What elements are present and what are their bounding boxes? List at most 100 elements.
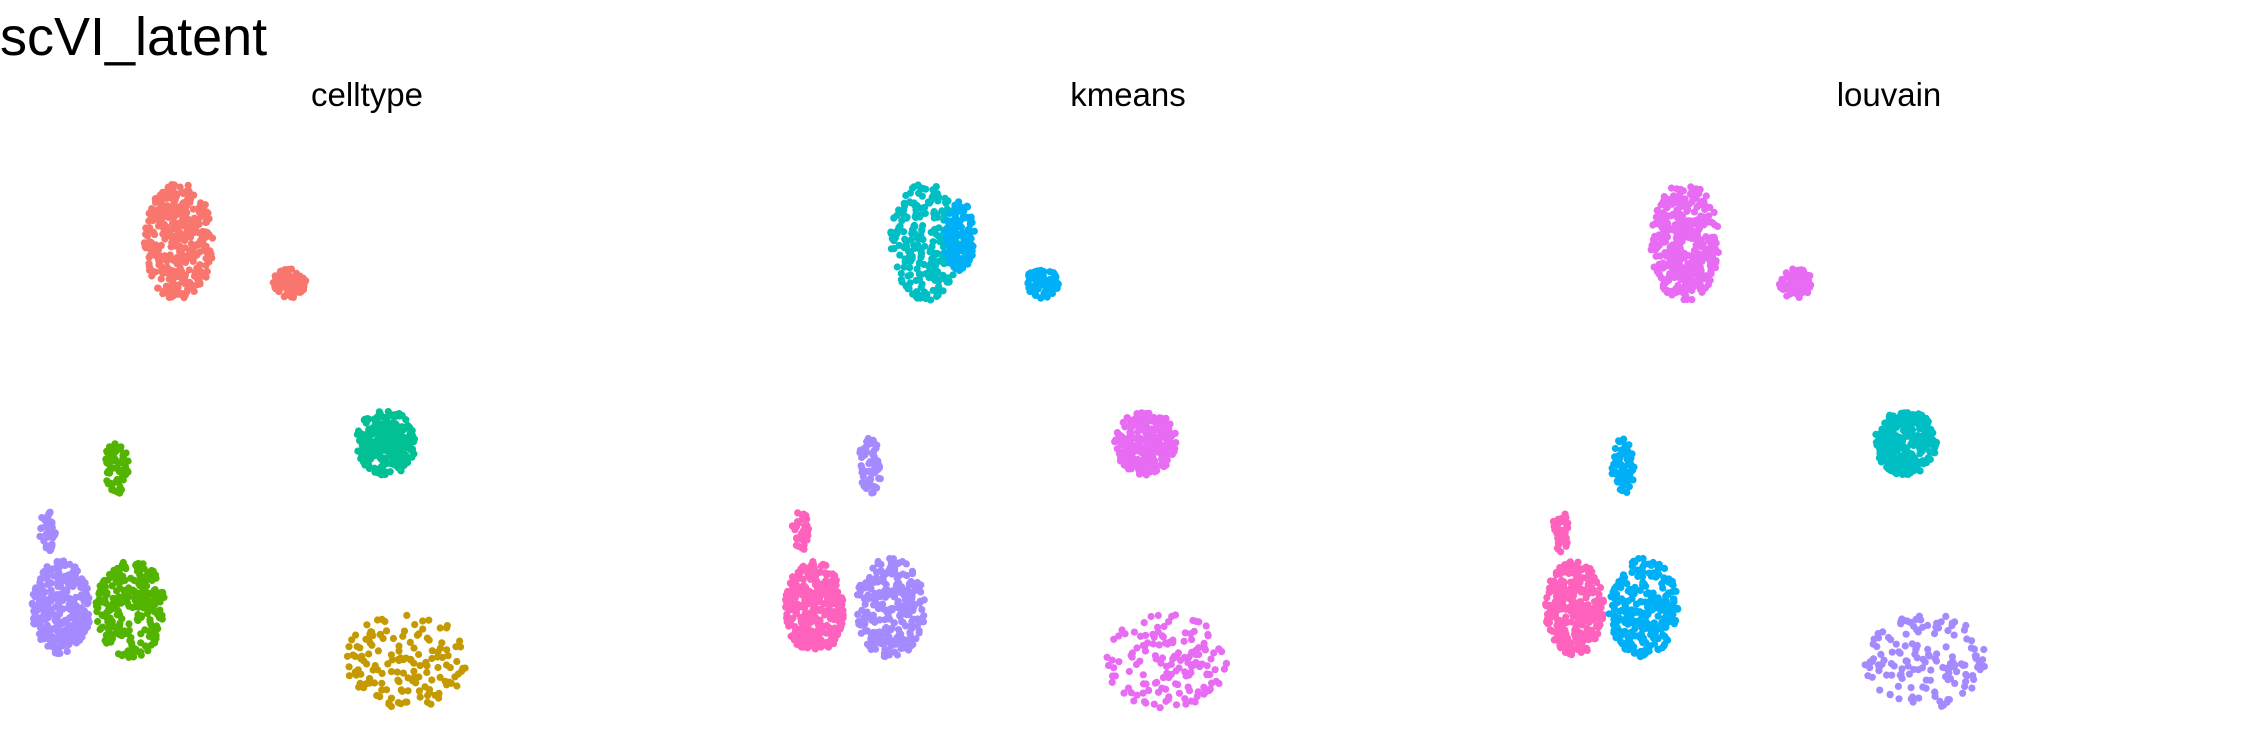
scatter-point xyxy=(1667,580,1675,588)
scatter-point xyxy=(932,259,940,268)
scatter-point xyxy=(298,276,306,284)
scatter-point xyxy=(1562,613,1570,621)
scatter-point xyxy=(1141,698,1149,706)
scatter-point xyxy=(1165,618,1173,626)
scatter-point xyxy=(40,610,48,619)
scatter-point xyxy=(124,457,132,465)
scatter-point xyxy=(1688,187,1696,195)
scatter-point xyxy=(171,203,179,211)
scatter-point xyxy=(1677,237,1685,245)
scatter-point xyxy=(1663,287,1671,295)
scatter-point xyxy=(906,628,914,637)
scatter-point xyxy=(73,567,81,575)
scatter-point xyxy=(1675,217,1683,226)
scatter-point xyxy=(902,560,910,568)
scatter-point xyxy=(1045,284,1053,292)
scatter-point xyxy=(148,212,156,220)
scatter-point xyxy=(1555,540,1563,549)
scatter-point xyxy=(933,213,942,221)
scatter-point xyxy=(913,288,921,296)
scatter-point xyxy=(783,596,791,604)
scatter-point xyxy=(1886,690,1894,698)
scatter-point xyxy=(99,598,107,606)
scatter-point xyxy=(1110,635,1118,643)
scatter-point xyxy=(370,464,379,472)
scatter-point xyxy=(1654,207,1662,215)
scatter-point xyxy=(1542,602,1550,610)
scatter-point xyxy=(1677,246,1685,254)
scatter-point xyxy=(103,447,111,455)
scatter-point xyxy=(896,251,904,259)
scatter-point xyxy=(178,234,186,242)
scatter-point xyxy=(1961,682,1969,691)
scatter-point xyxy=(861,611,870,619)
scatter-point xyxy=(1573,583,1581,592)
scatter-point xyxy=(137,651,145,659)
scatter-point xyxy=(939,287,947,295)
scatter-point xyxy=(151,586,159,594)
scatter-point xyxy=(862,595,870,603)
scatter-point xyxy=(1166,420,1174,428)
scatter-point xyxy=(1588,584,1596,592)
scatter-point xyxy=(377,463,386,471)
scatter-point xyxy=(895,223,903,231)
scatter-point xyxy=(1967,637,1976,645)
scatter-point xyxy=(869,613,877,621)
scatter-point xyxy=(960,214,969,222)
scatter-point xyxy=(1115,658,1123,666)
scatter-point xyxy=(196,203,204,211)
scatter-point xyxy=(945,254,954,262)
scatter-point xyxy=(789,575,797,583)
scatter-point xyxy=(395,647,403,655)
scatter-point xyxy=(1552,571,1560,579)
scatter-point xyxy=(1660,197,1668,205)
scatter-point xyxy=(165,212,173,220)
scatter-point xyxy=(1683,265,1691,273)
scatter-point xyxy=(395,642,403,650)
scatter-point xyxy=(122,595,130,604)
scatter-point xyxy=(66,560,74,568)
scatter-point xyxy=(802,523,810,531)
scatter-point xyxy=(1950,631,1958,639)
scatter-point xyxy=(1894,682,1902,691)
scatter-point xyxy=(952,220,960,228)
scatter-point xyxy=(946,209,954,217)
scatter-point xyxy=(1172,701,1181,709)
scatter-point xyxy=(459,664,467,672)
scatter-point xyxy=(34,604,42,613)
scatter-point xyxy=(913,201,921,210)
scatter-point xyxy=(1561,510,1569,518)
scatter-point xyxy=(914,181,922,189)
scatter-point xyxy=(171,225,179,233)
scatter-point xyxy=(1149,443,1157,451)
scatter-point xyxy=(1672,587,1680,596)
scatter-point xyxy=(399,453,407,461)
scatter-point xyxy=(1700,275,1708,283)
scatter-point xyxy=(1639,568,1647,576)
scatter-point xyxy=(1200,683,1208,691)
scatter-point xyxy=(153,610,161,618)
scatter-point xyxy=(945,277,953,285)
scatter-point xyxy=(39,569,47,577)
scatter-point xyxy=(893,580,902,588)
scatter-point xyxy=(404,421,412,429)
scatter-point xyxy=(107,637,115,645)
scatter-point xyxy=(47,579,55,587)
scatter-point xyxy=(390,436,398,444)
scatter-point xyxy=(1803,278,1811,286)
scatter-point xyxy=(70,581,78,589)
scatter-point xyxy=(358,652,366,660)
scatter-point xyxy=(1695,250,1703,258)
scatter-point xyxy=(1660,574,1668,582)
scatter-point xyxy=(1554,617,1562,625)
scatter-point xyxy=(792,523,801,531)
scatter-point xyxy=(1701,254,1709,262)
scatter-point xyxy=(1637,598,1645,606)
scatter-point xyxy=(29,590,37,599)
scatter-point xyxy=(1641,614,1649,622)
scatter-point xyxy=(1619,571,1628,579)
scatter-point xyxy=(1670,192,1678,200)
scatter-point xyxy=(904,285,912,293)
scatter-point xyxy=(61,638,69,646)
scatter-point xyxy=(957,255,965,263)
